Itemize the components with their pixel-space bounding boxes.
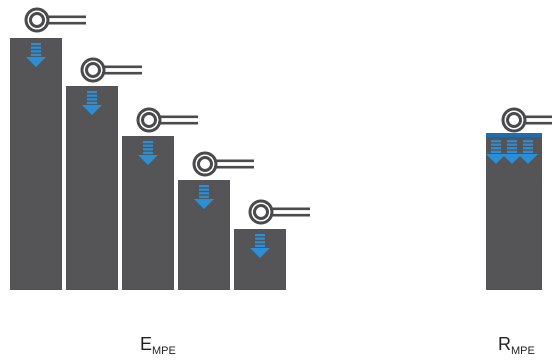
rmpe-caption-main: R bbox=[498, 334, 511, 354]
empe-group bbox=[10, 7, 312, 290]
empe-caption: EMPE bbox=[140, 334, 176, 357]
key-icon bbox=[501, 107, 552, 133]
empe-bar-2 bbox=[66, 86, 118, 290]
empe-bar-4 bbox=[178, 180, 230, 290]
empe-caption-sub: MPE bbox=[152, 345, 176, 357]
rmpe-caption: RMPE bbox=[498, 334, 535, 357]
key-icon bbox=[136, 107, 200, 133]
empe-caption-main: E bbox=[140, 334, 153, 354]
key-icon bbox=[80, 57, 144, 83]
empe-bar-1 bbox=[10, 38, 62, 290]
rmpe-group bbox=[486, 107, 552, 290]
rmpe-caption-sub: MPE bbox=[511, 345, 535, 357]
key-icon bbox=[248, 199, 312, 225]
key-icon bbox=[192, 151, 256, 177]
rmpe-arrow-cap bbox=[486, 133, 542, 137]
key-icon bbox=[24, 7, 88, 33]
